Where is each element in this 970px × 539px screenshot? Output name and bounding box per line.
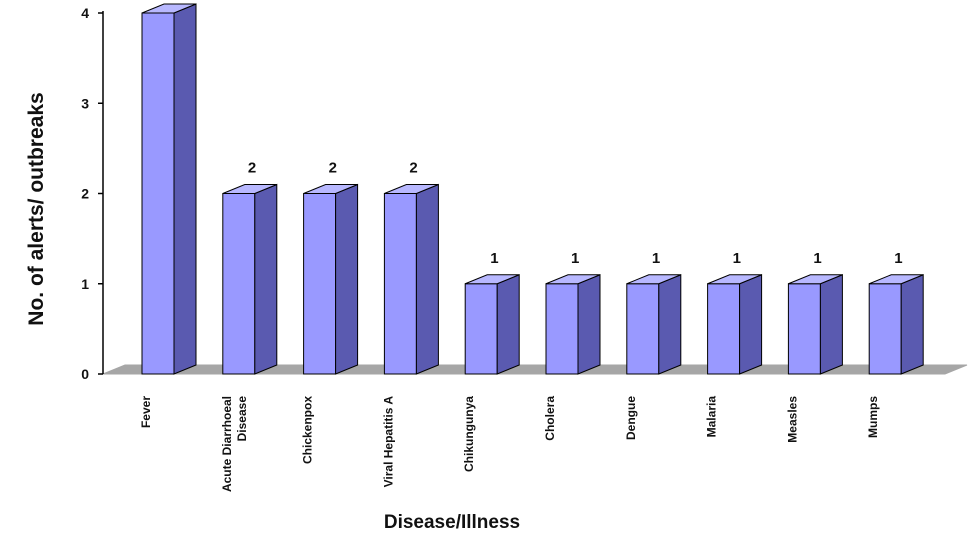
bar-top — [141, 3, 197, 14]
bar-top — [869, 274, 924, 285]
y-tick-label: 2 — [81, 186, 89, 202]
bar-top — [545, 274, 601, 285]
category-label-line: Chikungunya — [462, 396, 476, 472]
bar-side — [415, 183, 439, 375]
category-label-line: Dengue — [624, 396, 638, 440]
bar-top — [626, 274, 681, 285]
bar-side — [577, 274, 601, 375]
category-labels: Fever Acute DiarrhoealDisease Chickenpox Vi… — [139, 396, 880, 492]
bar-top — [303, 184, 358, 194]
category-label-line: Measles — [785, 396, 799, 443]
data-label: 1 — [652, 250, 660, 267]
bar-side — [335, 183, 359, 375]
bar-top — [707, 274, 762, 285]
bar-top — [384, 184, 439, 194]
bar-front — [383, 193, 417, 375]
category-label-line: Chickenpox — [301, 396, 315, 464]
category-label: Acute DiarrhoealDisease — [220, 396, 249, 492]
y-tick-label: 4 — [81, 5, 89, 21]
category-label-line: Mumps — [866, 396, 880, 438]
bar-side — [739, 274, 763, 375]
data-label: 1 — [813, 250, 821, 267]
category-label-line: Fever — [139, 396, 153, 428]
x-axis-title: Disease/Illness — [384, 512, 520, 533]
bar-side — [496, 274, 520, 375]
bar-front — [303, 193, 337, 375]
bar — [303, 183, 359, 375]
category-label: Mumps — [866, 396, 880, 438]
category-label: Chikungunya — [462, 396, 476, 472]
y-tick-label: 1 — [81, 276, 89, 292]
bar — [141, 3, 197, 375]
bar — [383, 183, 439, 375]
bar-side — [819, 274, 843, 375]
category-label-line: Disease — [235, 396, 249, 442]
bar-front — [545, 283, 579, 375]
bar — [787, 274, 843, 375]
bar-front — [626, 283, 660, 375]
data-label: 1 — [571, 250, 579, 267]
category-label: Dengue — [624, 396, 638, 440]
y-axis-title: No. of alerts/ outbreaks — [25, 92, 48, 325]
bar-side — [254, 183, 278, 375]
bar-front — [464, 283, 498, 375]
bar-front — [787, 283, 821, 375]
bar-side — [658, 274, 682, 375]
y-axis: 0 1 2 3 4 — [81, 5, 104, 382]
data-label: 2 — [329, 160, 337, 177]
bar — [464, 274, 520, 375]
bar-top — [222, 184, 277, 194]
bar — [626, 274, 682, 375]
category-label: Chickenpox — [301, 396, 315, 464]
category-label: Viral Hepatitis A — [381, 396, 395, 488]
category-label: Malaria — [705, 396, 719, 438]
data-label: 2 — [409, 160, 417, 177]
bar — [222, 183, 278, 375]
data-label: 1 — [490, 250, 498, 267]
category-label: Fever — [139, 396, 153, 428]
bar — [707, 274, 763, 375]
category-label-line: Viral Hepatitis A — [381, 396, 395, 488]
bar-front — [868, 283, 902, 375]
data-label: 2 — [248, 160, 256, 177]
bar-top — [788, 274, 843, 285]
bar-top — [465, 274, 520, 285]
bar-front — [141, 12, 175, 375]
data-label: 1 — [894, 250, 902, 267]
bar-front — [707, 283, 741, 375]
category-label-line: Acute Diarrhoeal — [220, 396, 234, 492]
bar-side — [900, 274, 924, 375]
category-label-line: Malaria — [705, 396, 719, 438]
y-tick-label: 3 — [81, 95, 89, 111]
data-label: 1 — [733, 250, 741, 267]
bar-front — [222, 193, 256, 375]
category-label: Measles — [785, 396, 799, 443]
category-label-line: Cholera — [543, 396, 557, 441]
bar-side — [173, 3, 197, 375]
y-tick-label: 0 — [81, 366, 89, 382]
data-labels: 2 2 2 1 1 1 1 1 1 — [248, 160, 903, 267]
bars — [141, 3, 924, 375]
category-label: Cholera — [543, 396, 557, 441]
bar — [868, 274, 924, 375]
bar — [545, 274, 601, 375]
